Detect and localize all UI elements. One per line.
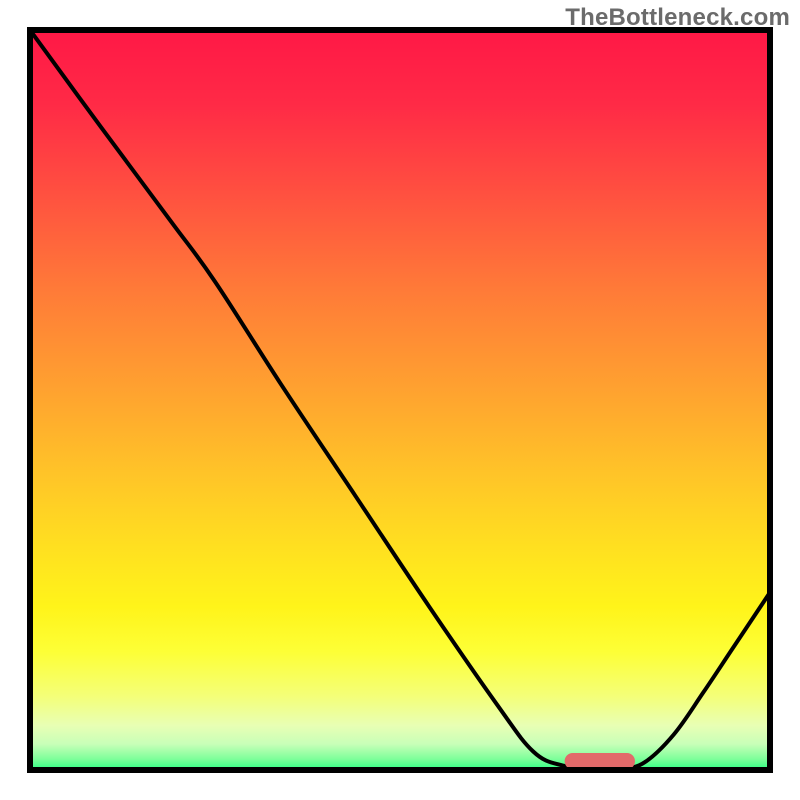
bottleneck-chart (0, 0, 800, 800)
gradient-background (30, 30, 770, 770)
optimum-marker (565, 753, 635, 769)
watermark-text: TheBottleneck.com (565, 4, 790, 32)
chart-container: TheBottleneck.com (0, 0, 800, 800)
